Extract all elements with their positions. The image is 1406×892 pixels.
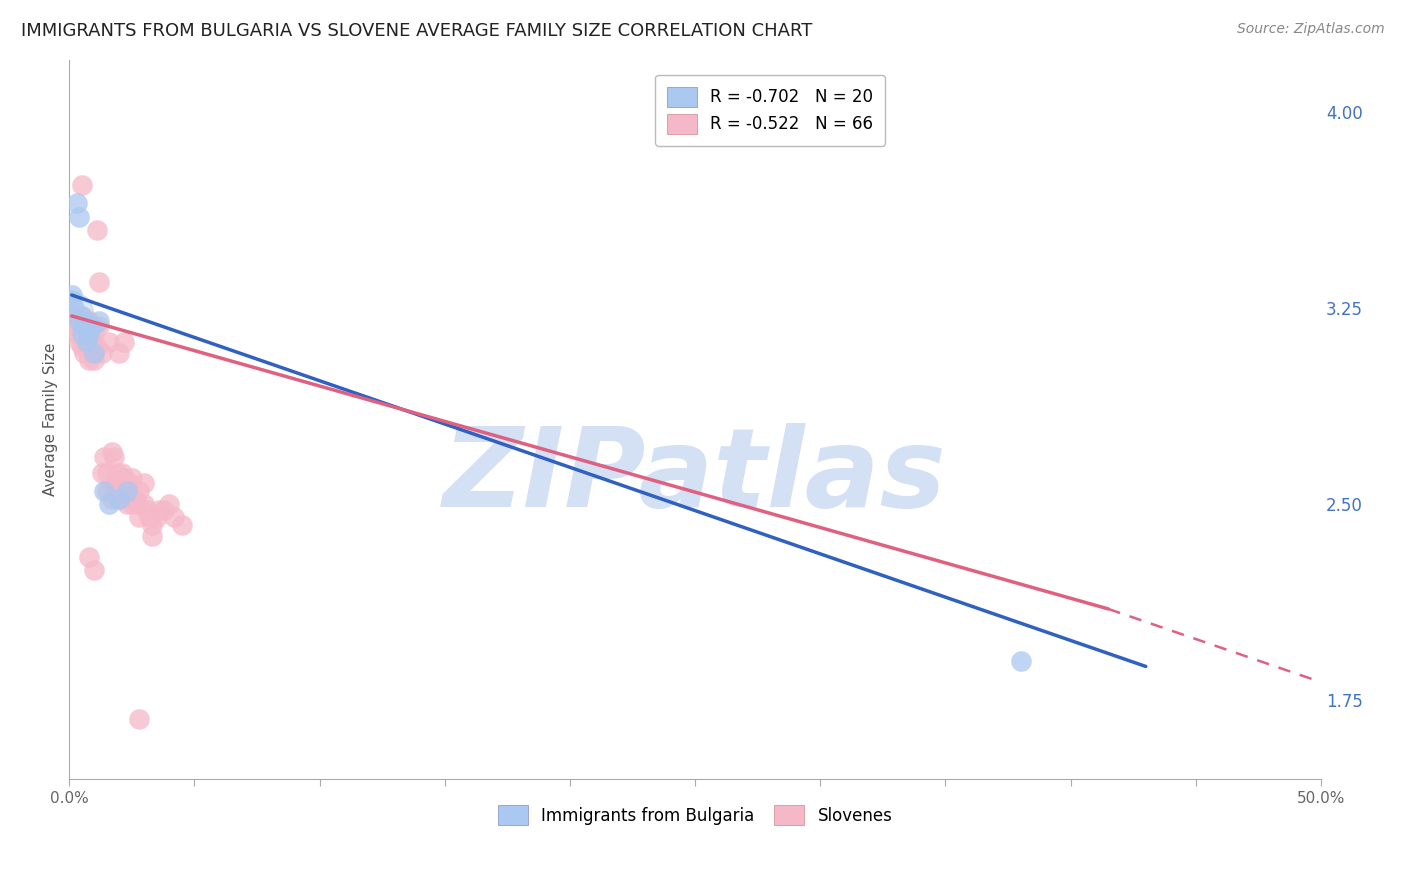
Point xyxy=(83,353,105,368)
Point xyxy=(73,319,96,334)
Point xyxy=(101,445,124,459)
Point xyxy=(66,327,89,342)
Point xyxy=(1010,654,1032,668)
Point xyxy=(125,497,148,511)
Point xyxy=(108,491,131,506)
Point xyxy=(93,450,115,465)
Point xyxy=(77,327,100,342)
Point xyxy=(121,471,143,485)
Point xyxy=(111,484,134,499)
Point xyxy=(86,340,108,354)
Point xyxy=(90,345,112,359)
Point xyxy=(163,510,186,524)
Point xyxy=(60,314,83,328)
Text: Source: ZipAtlas.com: Source: ZipAtlas.com xyxy=(1237,22,1385,37)
Point xyxy=(76,335,98,350)
Point xyxy=(138,510,160,524)
Point xyxy=(76,327,98,342)
Point xyxy=(83,327,105,342)
Point xyxy=(157,497,180,511)
Point xyxy=(148,502,170,516)
Point xyxy=(128,510,150,524)
Point xyxy=(70,178,93,193)
Point xyxy=(105,466,128,480)
Point xyxy=(146,510,169,524)
Point xyxy=(67,314,90,328)
Point xyxy=(83,345,105,359)
Point xyxy=(70,309,93,323)
Point xyxy=(86,222,108,236)
Point xyxy=(77,353,100,368)
Point xyxy=(115,497,138,511)
Point xyxy=(134,497,156,511)
Point xyxy=(89,314,111,328)
Point xyxy=(73,319,96,334)
Point xyxy=(90,466,112,480)
Point xyxy=(108,345,131,359)
Point xyxy=(89,319,111,334)
Point xyxy=(96,484,118,499)
Point xyxy=(98,497,121,511)
Point xyxy=(63,301,86,315)
Point xyxy=(60,288,83,302)
Point xyxy=(112,335,135,350)
Point xyxy=(103,476,125,491)
Point xyxy=(105,484,128,499)
Point xyxy=(67,319,90,334)
Point xyxy=(153,502,176,516)
Point xyxy=(135,502,157,516)
Point xyxy=(111,466,134,480)
Point xyxy=(76,340,98,354)
Point xyxy=(121,497,143,511)
Point xyxy=(141,529,163,543)
Point xyxy=(70,309,93,323)
Point xyxy=(98,335,121,350)
Point xyxy=(128,484,150,499)
Point xyxy=(70,327,93,342)
Point xyxy=(128,712,150,726)
Point xyxy=(80,335,103,350)
Point xyxy=(141,518,163,533)
Point xyxy=(60,306,83,320)
Point xyxy=(66,314,89,328)
Point xyxy=(83,563,105,577)
Point xyxy=(96,466,118,480)
Point xyxy=(63,309,86,323)
Point xyxy=(80,319,103,334)
Point xyxy=(60,293,83,308)
Point xyxy=(115,484,138,499)
Point xyxy=(124,491,146,506)
Point xyxy=(67,335,90,350)
Y-axis label: Average Family Size: Average Family Size xyxy=(44,343,58,496)
Point xyxy=(77,314,100,328)
Point xyxy=(63,319,86,334)
Legend: Immigrants from Bulgaria, Slovenes: Immigrants from Bulgaria, Slovenes xyxy=(488,795,903,835)
Point xyxy=(118,476,141,491)
Point xyxy=(101,491,124,506)
Point xyxy=(115,484,138,499)
Point xyxy=(73,314,96,328)
Point xyxy=(112,471,135,485)
Point xyxy=(70,340,93,354)
Text: IMMIGRANTS FROM BULGARIA VS SLOVENE AVERAGE FAMILY SIZE CORRELATION CHART: IMMIGRANTS FROM BULGARIA VS SLOVENE AVER… xyxy=(21,22,813,40)
Point xyxy=(93,484,115,499)
Point xyxy=(170,518,193,533)
Point xyxy=(134,476,156,491)
Point xyxy=(73,345,96,359)
Point xyxy=(66,196,89,211)
Point xyxy=(108,491,131,506)
Point xyxy=(80,319,103,334)
Text: ZIPatlas: ZIPatlas xyxy=(443,424,948,531)
Point xyxy=(103,450,125,465)
Point xyxy=(89,275,111,289)
Point xyxy=(67,210,90,224)
Point xyxy=(77,549,100,564)
